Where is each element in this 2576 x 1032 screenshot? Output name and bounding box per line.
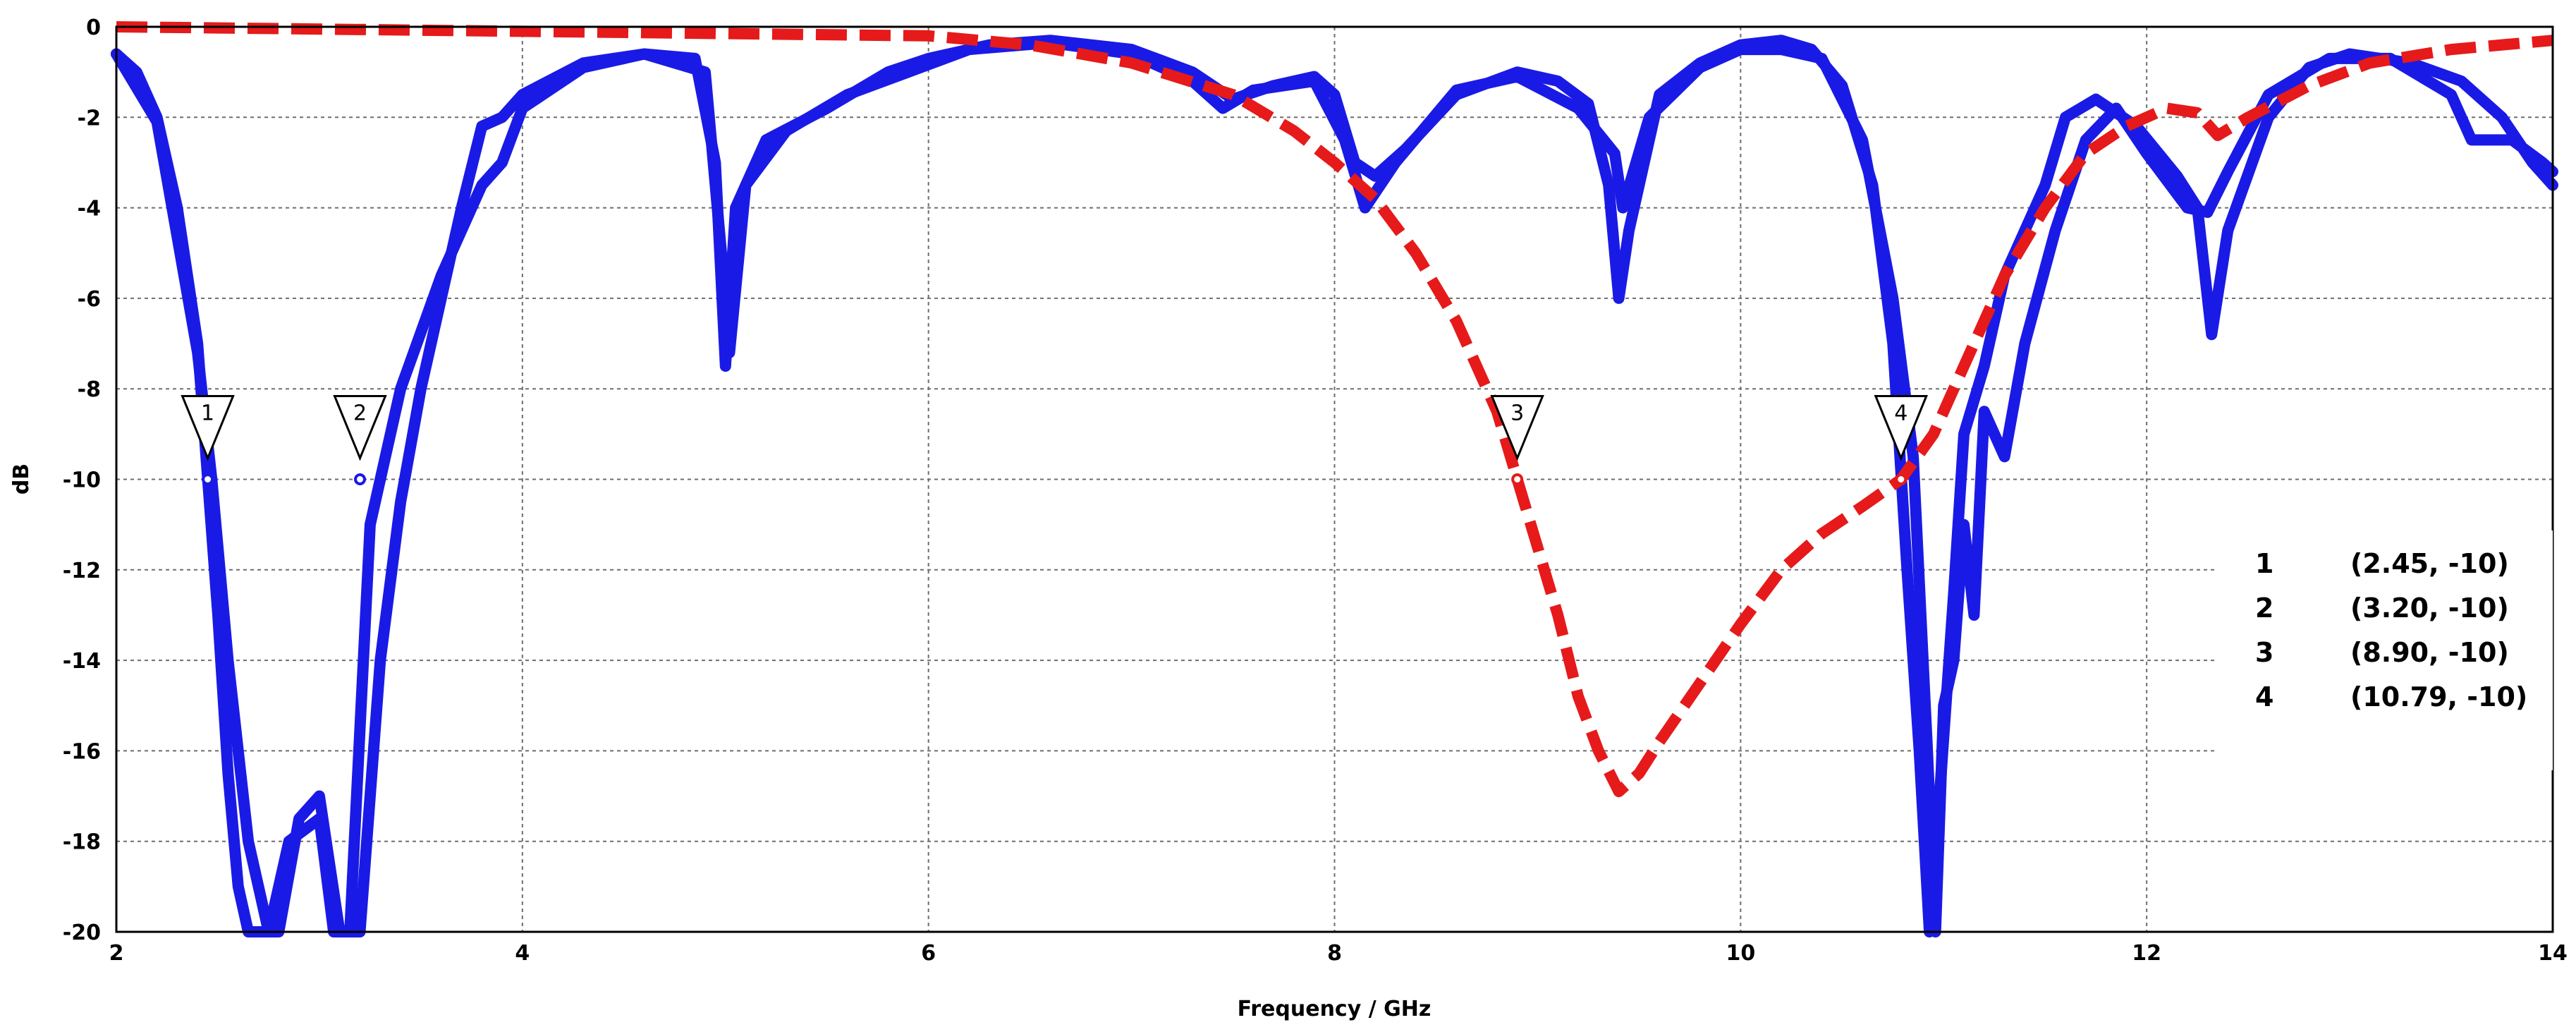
marker-table-value: (3.20, -10) [2350,593,2509,624]
y-tick-label: -18 [63,830,101,855]
marker-table-id: 2 [2255,593,2273,624]
marker-2-triangle [333,395,387,461]
marker-2-point [354,473,366,485]
y-tick-label: -20 [63,921,101,945]
x-tick-label: 10 [1726,941,1755,966]
marker-4-label: 4 [1894,401,1907,426]
x-tick-label: 14 [2538,941,2568,966]
marker-1-point [202,473,214,485]
y-tick-label: -2 [78,106,101,130]
marker-2-label: 2 [353,401,367,426]
marker-4-point [1895,473,1907,485]
grid-lines [116,27,2553,932]
marker-table-id: 4 [2255,681,2273,712]
y-tick-label: -12 [63,559,101,583]
plot-frame [115,25,2554,933]
y-tick-label: -6 [78,287,101,312]
y-tick-label: -16 [63,739,101,764]
series-line-2 [111,37,2558,937]
markers: 1 2 3 4 [181,395,1929,485]
marker-1-triangle [181,395,235,461]
y-tick-label: -10 [63,468,101,493]
marker-table-id: 3 [2255,637,2273,668]
marker-table-value: (10.79, -10) [2350,681,2527,712]
tick-labels: 2 4 6 8 10 12 140-2-4-6-8-10-12-14-16-18-20 [63,16,2568,966]
marker-table-value: (8.90, -10) [2350,637,2509,668]
marker-3-point [1511,473,1524,485]
marker-table-value: (2.45, -10) [2350,548,2509,579]
marker-table: 1 (2.45, -10) 2 (3.20, -10) 3 (8.90, -10) 4 (10… [2216,530,2553,770]
y-axis-label: dB [9,463,34,494]
y-tick-label: -8 [78,377,101,402]
marker-3-label: 3 [1510,401,1524,426]
marker-3-triangle [1490,395,1544,461]
y-tick-label: 0 [86,16,101,40]
series-line-3 [116,21,2553,798]
x-tick-label: 6 [921,941,936,966]
marker-table-background [2216,530,2553,770]
x-tick-label: 8 [1327,941,1342,966]
x-tick-label: 4 [515,941,530,966]
marker-1-label: 1 [201,401,214,426]
x-axis-label: Frequency / GHz [1238,997,1432,1021]
marker-4-triangle [1874,395,1929,461]
x-tick-label: 2 [109,941,124,966]
x-tick-label: 12 [2132,941,2161,966]
marker-table-id: 1 [2255,548,2273,579]
y-tick-label: -14 [63,649,101,674]
y-tick-label: -4 [78,197,101,221]
